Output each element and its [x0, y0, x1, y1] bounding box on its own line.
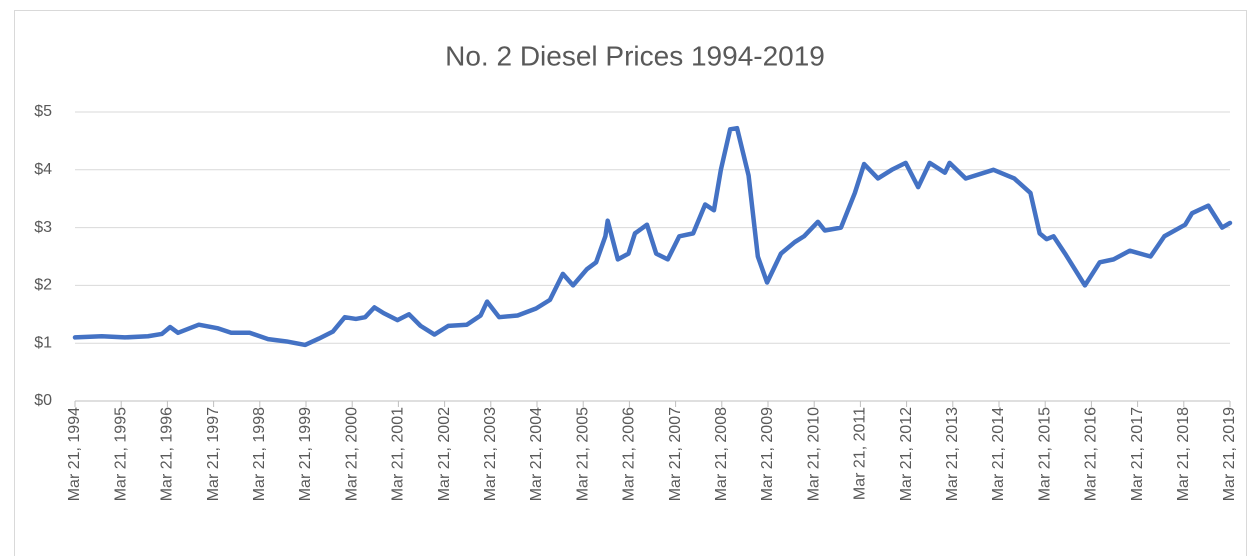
x-tick-label: Mar 21, 2000	[343, 407, 360, 501]
x-tick-label: Mar 21, 2017	[1129, 407, 1146, 501]
y-tick-label: $3	[34, 219, 52, 236]
x-tick-label: Mar 21, 2012	[898, 407, 915, 501]
x-tick-label: Mar 21, 2001	[390, 407, 407, 501]
x-tick-label: Mar 21, 1996	[159, 407, 176, 501]
y-tick-label: $5	[34, 103, 52, 120]
x-tick-label: Mar 21, 2013	[944, 407, 961, 501]
chart-title: No. 2 Diesel Prices 1994-2019	[445, 40, 825, 71]
line-series	[72, 125, 1233, 348]
chart-border	[14, 10, 1247, 556]
x-tick-label: Mar 21, 2018	[1175, 407, 1192, 501]
y-tick-label: $4	[34, 161, 52, 178]
x-tick-label: Mar 21, 2019	[1221, 407, 1238, 501]
x-tick-label: Mar 21, 2015	[1036, 407, 1053, 501]
y-tick-label: $0	[34, 392, 52, 409]
x-tick-label: Mar 21, 2010	[805, 407, 822, 501]
x-tick-label: Mar 21, 1998	[251, 407, 268, 501]
x-tick-label: Mar 21, 2007	[667, 407, 684, 501]
x-tick-label: Mar 21, 2009	[759, 407, 776, 501]
x-tick-label: Mar 21, 1994	[66, 407, 83, 501]
x-tick-label: Mar 21, 2016	[1083, 407, 1100, 501]
x-tick-label: Mar 21, 1997	[205, 407, 222, 501]
x-tick-label: Mar 21, 1999	[297, 407, 314, 501]
y-tick-label: $1	[34, 334, 52, 351]
x-tick-label: Mar 21, 2011	[852, 407, 869, 500]
x-tick-label: Mar 21, 2008	[713, 407, 730, 501]
x-tick-label: Mar 21, 2014	[990, 407, 1007, 501]
x-tick-label: Mar 21, 2006	[621, 407, 638, 501]
x-tick-label: Mar 21, 2002	[436, 407, 453, 501]
x-tick-label: Mar 21, 2004	[528, 407, 545, 501]
y-tick-label: $2	[34, 277, 52, 294]
x-tick-label: Mar 21, 2005	[574, 407, 591, 501]
x-tick-label: Mar 21, 1995	[112, 407, 129, 501]
x-tick-label: Mar 21, 2003	[482, 407, 499, 501]
